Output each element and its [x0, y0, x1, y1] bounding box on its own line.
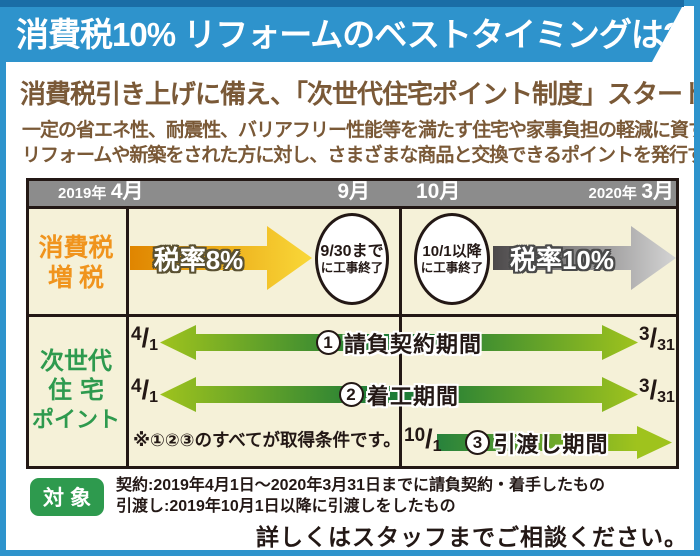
header-banner: 消費税10% リフォームのベストタイミングは? — [0, 7, 682, 62]
construction-period-label: 2 着工期間 — [160, 377, 638, 412]
tax-row-label-line1: 消費税 — [38, 234, 114, 262]
deadline-after-ellipse: 10/1以降 に工事終了 — [414, 213, 490, 305]
description-line-1: 一定の省エネ性、耐震性、バリアフリー性能等を満たす住宅や家事負担の軽減に資する住… — [22, 120, 700, 141]
deadline-before-ellipse: 9/30まで に工事終了 — [315, 213, 389, 305]
handover-period-label: 3 引渡し期間 — [437, 426, 637, 459]
top-accent-strip — [0, 0, 684, 7]
tick-label: 9月 — [337, 180, 370, 203]
row-divider — [26, 314, 679, 317]
tax-row-label-line2: 増税 — [47, 264, 110, 292]
circled-number-3-icon: 3 — [465, 430, 491, 455]
timeline-table: 2019年 4月 9月 10月 2020年 3月 消費税 増税 — [26, 178, 679, 469]
axis-tick-september: 9月 — [306, 178, 370, 206]
tick-prefix: 2019年 — [58, 185, 107, 202]
tax-8-percent-arrow — [130, 226, 312, 290]
tax-10-percent-label: 税率10% — [509, 244, 615, 275]
point-row-label-line2: 住宅 — [48, 376, 112, 404]
page-title: 消費税10% リフォームのベストタイミングは? — [16, 16, 683, 53]
axis-tick-2019-april: 2019年 4月 — [58, 178, 144, 206]
tick-label: 10月 — [416, 180, 461, 203]
tax-8-percent-label: 税率8% — [153, 244, 244, 275]
construction-period-text: 着工期間 — [366, 383, 459, 409]
circled-number-1-icon: 1 — [315, 330, 341, 355]
description-line-2: リフォームや新築をされた方に対し、さまざまな商品と交換できるポイントを発行する制… — [22, 145, 700, 166]
tax-row-label: 消費税 増税 — [26, 212, 126, 314]
point-row-label: 次世代 住宅 ポイント — [26, 317, 126, 463]
tax-10-percent-arrow — [493, 226, 676, 290]
construction-period-arrow — [160, 377, 638, 412]
target-condition-contract: 契約:2019年4月1日〜2020年3月31日までに請負契約・着手したもの — [116, 477, 606, 494]
point-row-label-line3: ポイント — [31, 406, 120, 432]
tick-label: 3月 — [641, 180, 674, 203]
tick-label: 4月 — [110, 180, 144, 203]
label-column-divider — [126, 209, 129, 469]
target-condition-handover: 引渡し:2019年10月1日以降に引渡しをしたもの — [116, 498, 456, 515]
period1-end-date: 3/31 — [639, 323, 675, 354]
contract-period-label: 1 請負契約期間 — [160, 325, 638, 360]
target-badge: 対象 — [30, 478, 104, 516]
target-conditions: 契約:2019年4月1日〜2020年3月31日までに請負契約・着手したもの 引渡… — [116, 475, 605, 517]
campaign-subtitle: 消費税引き上げに備え、「次世代住宅ポイント制度」スタート! — [20, 79, 700, 109]
contract-period-text: 請負契約期間 — [343, 331, 482, 357]
deadline-after-line1: 10/1以降 — [422, 242, 482, 260]
axis-tick-2020-march: 2020年 3月 — [588, 178, 674, 206]
deadline-before-line1: 9/30まで — [320, 242, 384, 260]
consult-staff-note: 詳しくはスタッフまでご相談ください。 — [256, 524, 688, 550]
period2-start-date: 4/1 — [131, 375, 158, 406]
timeline-axis: 2019年 4月 9月 10月 2020年 3月 — [26, 178, 679, 209]
point-row-label-line1: 次世代 — [40, 347, 112, 375]
period2-end-date: 3/31 — [639, 375, 675, 406]
campaign-description: 一定の省エネ性、耐震性、バリアフリー性能等を満たす住宅や家事負担の軽減に資する住… — [22, 118, 700, 168]
acquisition-condition-note: ※①②③のすべてが取得条件です。 — [133, 430, 401, 450]
tick-prefix: 2020年 — [588, 185, 637, 202]
handover-period-arrow — [437, 426, 672, 459]
handover-period-text: 引渡し期間 — [493, 431, 609, 457]
deadline-after-line2: に工事終了 — [420, 260, 484, 275]
period1-start-date: 4/1 — [131, 323, 158, 354]
deadline-before-line2: に工事終了 — [320, 260, 384, 275]
contract-period-arrow — [160, 325, 638, 360]
circled-number-2-icon: 2 — [338, 382, 364, 407]
axis-tick-october: 10月 — [416, 178, 460, 206]
period3-start-date: 10/1 — [404, 424, 442, 455]
